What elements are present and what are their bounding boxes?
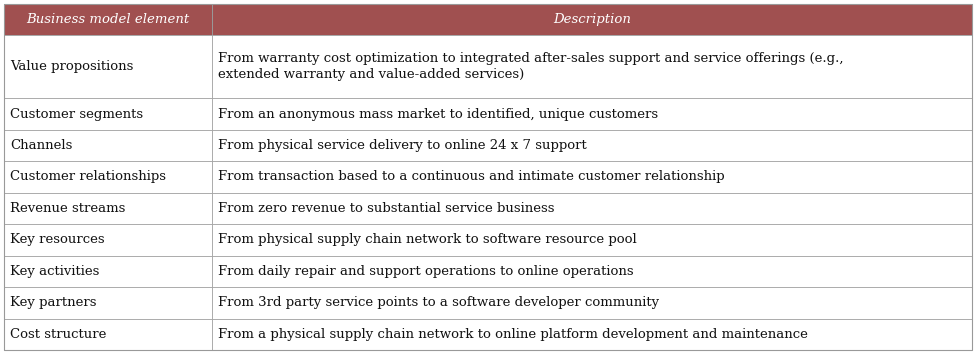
Text: From 3rd party service points to a software developer community: From 3rd party service points to a softw… [218, 296, 659, 309]
Bar [4, 98, 212, 130]
Bar [4, 319, 212, 350]
Bar [212, 224, 972, 256]
Text: Key activities: Key activities [10, 265, 100, 278]
Bar [212, 256, 972, 287]
Text: Business model element: Business model element [26, 13, 189, 26]
Text: From physical service delivery to online 24 x 7 support: From physical service delivery to online… [218, 139, 587, 152]
Bar [212, 98, 972, 130]
Bar [4, 256, 212, 287]
Text: Customer relationships: Customer relationships [10, 171, 166, 183]
Text: From physical supply chain network to software resource pool: From physical supply chain network to so… [218, 233, 636, 246]
Text: From warranty cost optimization to integrated after-sales support and service of: From warranty cost optimization to integ… [218, 52, 843, 81]
Text: Key resources: Key resources [10, 233, 104, 246]
Bar [4, 161, 212, 193]
Bar [212, 35, 972, 98]
Text: Channels: Channels [10, 139, 72, 152]
Bar [4, 224, 212, 256]
Text: Customer segments: Customer segments [10, 108, 142, 121]
Bar [4, 287, 212, 319]
Text: From daily repair and support operations to online operations: From daily repair and support operations… [218, 265, 633, 278]
Text: From an anonymous mass market to identified, unique customers: From an anonymous mass market to identif… [218, 108, 658, 121]
Text: Key partners: Key partners [10, 296, 97, 309]
Text: From zero revenue to substantial service business: From zero revenue to substantial service… [218, 202, 554, 215]
Text: Value propositions: Value propositions [10, 61, 133, 73]
Bar [4, 130, 212, 161]
Text: From a physical supply chain network to online platform development and maintena: From a physical supply chain network to … [218, 328, 808, 341]
Bar [212, 319, 972, 350]
Text: From transaction based to a continuous and intimate customer relationship: From transaction based to a continuous a… [218, 171, 724, 183]
Bar [212, 130, 972, 161]
Text: Description: Description [553, 13, 631, 26]
Bar [212, 193, 972, 224]
Text: Cost structure: Cost structure [10, 328, 106, 341]
Bar [212, 287, 972, 319]
Text: Revenue streams: Revenue streams [10, 202, 125, 215]
Bar [212, 4, 972, 35]
Bar [4, 4, 212, 35]
Bar [4, 35, 212, 98]
Bar [212, 161, 972, 193]
Bar [4, 193, 212, 224]
